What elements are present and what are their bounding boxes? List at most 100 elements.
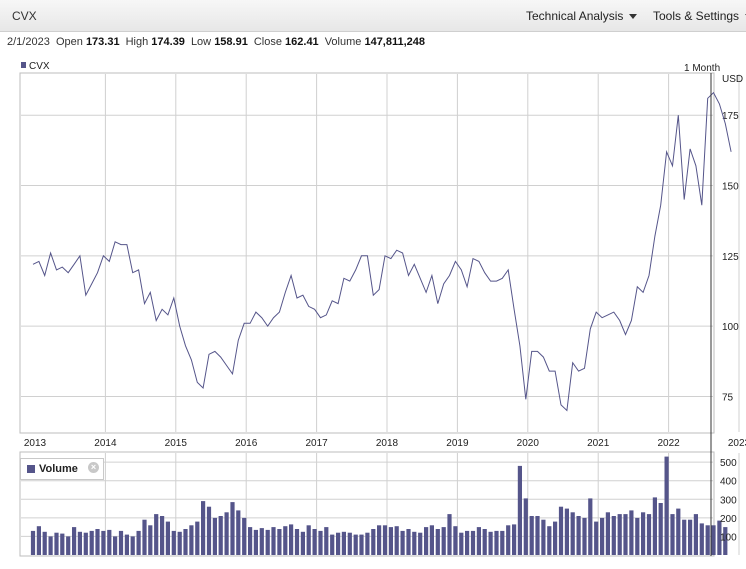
volume-bar <box>377 525 382 555</box>
x-axis-labels: 2013 2014 2015 2016 2017 2018 2019 2020 2021 2022… <box>24 438 746 449</box>
volume-bar <box>664 456 669 555</box>
volume-bar <box>171 530 176 555</box>
volume-bar <box>330 534 335 555</box>
open-label: Open <box>55 36 83 48</box>
volume-bar <box>113 536 118 555</box>
volume-bar <box>506 525 511 555</box>
volume-bar <box>476 527 481 555</box>
volume-bar <box>517 465 522 555</box>
high-value: 174.39 <box>151 36 185 48</box>
price-axis-labels: 75 100 125 150 175 <box>722 111 739 403</box>
volume-bar <box>512 524 517 555</box>
volume-bar <box>212 517 217 555</box>
volume-bar <box>535 516 540 555</box>
volume-bar <box>676 508 681 555</box>
volume-bar <box>600 517 605 555</box>
volume-bar <box>283 526 288 555</box>
volume-bar <box>359 534 364 555</box>
volume-bar <box>101 530 106 555</box>
volume-grid <box>21 453 740 555</box>
x-tick-label: 2019 <box>446 438 469 449</box>
volume-bar <box>400 530 405 555</box>
volume-bar <box>177 531 182 555</box>
volume-bar <box>594 521 599 555</box>
volume-bar <box>72 527 77 555</box>
volume-bar <box>306 525 311 555</box>
x-tick-label: 2016 <box>235 438 258 449</box>
volume-bar <box>189 525 194 555</box>
volume-bar <box>388 527 393 555</box>
volume-bar <box>347 532 352 555</box>
volume-bar <box>130 536 135 555</box>
volume-bar <box>66 536 71 555</box>
x-tick-label: 2021 <box>587 438 610 449</box>
volume-bar <box>670 514 675 555</box>
volume-bar <box>617 514 622 555</box>
volume-bar <box>447 514 452 555</box>
volume-bar <box>142 519 147 555</box>
volume-bar <box>265 529 270 555</box>
volume-bar <box>353 534 358 555</box>
volume-bar <box>224 512 229 555</box>
volume-bar <box>605 512 610 555</box>
close-value: 162.41 <box>285 36 319 48</box>
volume-bar <box>541 519 546 555</box>
volume-bar <box>312 529 317 555</box>
volume-bar <box>124 534 129 555</box>
volume-bar <box>60 533 65 555</box>
volume-bar <box>646 514 652 555</box>
volume-bar <box>723 527 728 555</box>
ohlc-readout: 2/1/2023 Open 173.31 High 174.39 Low 158.9… <box>7 36 431 48</box>
volume-bar <box>435 529 440 555</box>
volume-bar <box>277 529 282 555</box>
volume-bar <box>424 527 429 555</box>
volume-bar <box>429 525 434 555</box>
tools-settings-label: Tools & Settings <box>653 9 740 23</box>
volume-bar <box>365 532 370 555</box>
volume-bar <box>623 514 628 555</box>
volume-value: 147,811,248 <box>364 36 426 48</box>
volume-legend-label: Volume <box>39 463 78 475</box>
volume-bar <box>394 526 399 555</box>
x-tick-label: 2015 <box>165 438 188 449</box>
volume-bar <box>300 531 305 555</box>
volume-bar <box>195 521 200 555</box>
volume-legend-swatch <box>27 465 35 473</box>
volume-bar <box>482 529 487 555</box>
volume-bar <box>576 516 581 555</box>
volume-bar <box>523 498 528 555</box>
interval-label[interactable]: 1 Month <box>684 63 720 74</box>
volume-bar <box>48 536 53 555</box>
volume-bar <box>201 501 206 555</box>
volume-bar <box>248 527 253 555</box>
volume-bar <box>236 510 241 555</box>
volume-bar <box>558 506 564 555</box>
volume-bar <box>160 516 165 555</box>
technical-analysis-menu[interactable]: Technical Analysis <box>526 9 638 23</box>
close-icon[interactable]: × <box>88 462 99 473</box>
volume-tick-label: 200 <box>720 514 737 525</box>
volume-bar <box>494 530 499 555</box>
currency-label: USD <box>722 74 743 85</box>
price-grid <box>21 74 740 432</box>
volume-bar <box>488 531 493 555</box>
price-series-line <box>32 91 732 412</box>
top-toolbar: CVX Technical Analysis Tools & Settings <box>0 0 746 32</box>
volume-bar <box>218 516 223 555</box>
volume-bar <box>371 529 376 555</box>
volume-bar <box>289 524 294 555</box>
volume-tick-label: 300 <box>720 495 737 506</box>
chevron-down-icon <box>629 14 638 20</box>
high-label: High <box>125 36 149 48</box>
low-label: Low <box>190 36 212 48</box>
volume-bar <box>465 530 470 555</box>
volume-bar <box>148 525 153 555</box>
volume-bar <box>588 498 593 555</box>
volume-bar <box>553 521 558 555</box>
volume-bar <box>635 517 640 555</box>
volume-bar <box>711 525 716 555</box>
volume-bar <box>641 512 646 555</box>
volume-bar <box>336 532 341 555</box>
price-tick-label: 150 <box>722 182 739 193</box>
